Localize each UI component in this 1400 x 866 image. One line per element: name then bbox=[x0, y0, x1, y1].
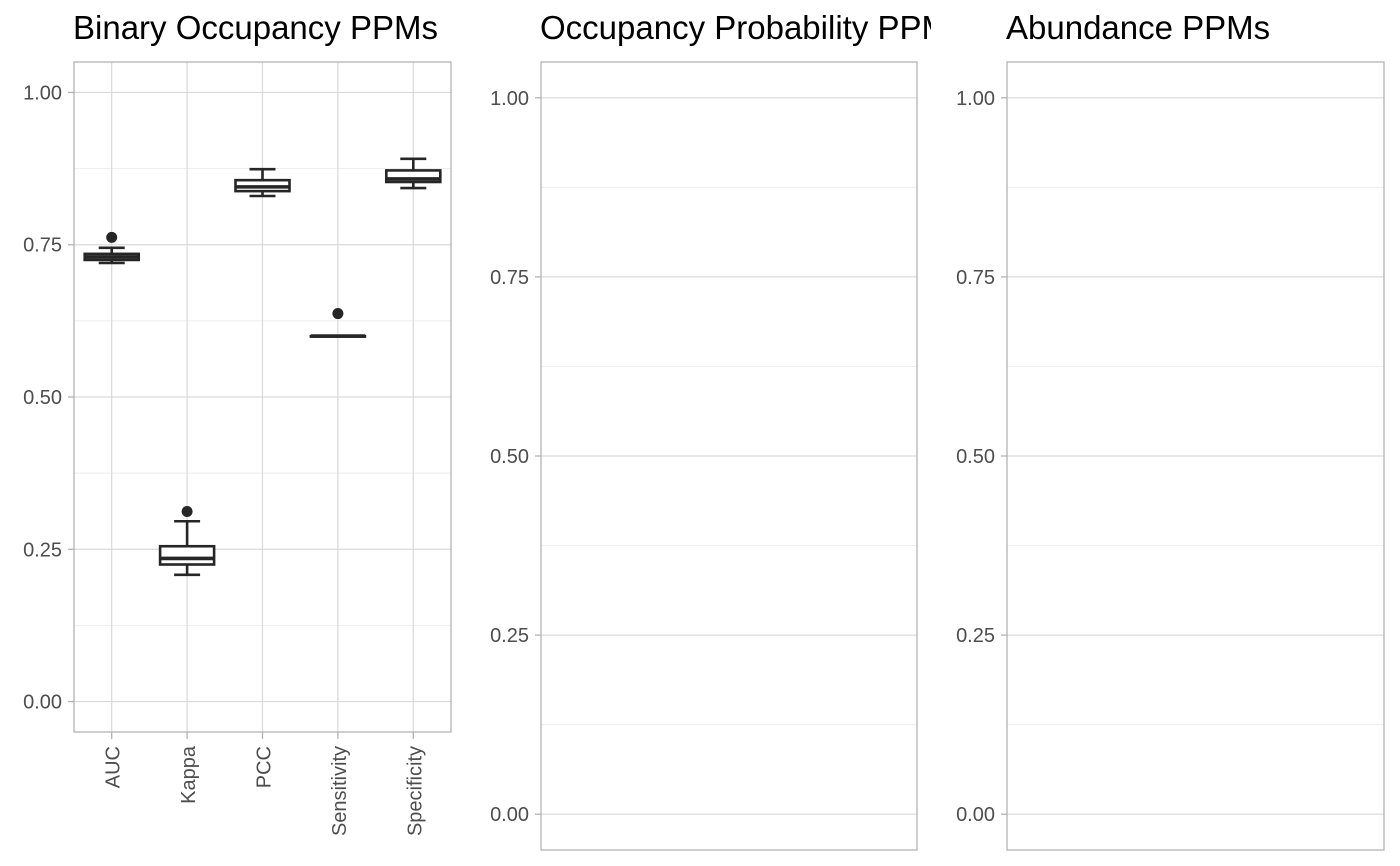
panel-title: Occupancy Probability PPMs bbox=[540, 9, 966, 46]
y-tick-label: 0.00 bbox=[490, 804, 529, 826]
box-sensitivity bbox=[309, 308, 367, 338]
box-body bbox=[158, 544, 216, 566]
outlier-point bbox=[332, 308, 344, 320]
box-specificity bbox=[384, 157, 442, 190]
outlier-point bbox=[181, 506, 193, 518]
y-tick-label: 0.50 bbox=[956, 446, 995, 468]
y-tick-label: 1.00 bbox=[490, 88, 529, 110]
y-tick-label: 0.75 bbox=[23, 235, 62, 257]
y-tick-label: 0.75 bbox=[956, 267, 995, 289]
y-axis: 0.00 0.25 0.50 0.75 1.00 bbox=[23, 82, 74, 714]
x-axis: AUC Kappa PCC Sensitivity Specificity bbox=[103, 732, 426, 836]
x-tick-label: Kappa bbox=[178, 745, 200, 804]
y-tick-label: 0.00 bbox=[956, 804, 995, 826]
y-tick-label: 0.25 bbox=[956, 625, 995, 647]
panel-binary-occupancy: Binary Occupancy PPMs 0.00 0.25 0.50 0.75 1.… bbox=[23, 9, 452, 836]
box-auc bbox=[83, 231, 140, 265]
y-tick-label: 0.75 bbox=[490, 267, 529, 289]
y-tick-label: 0.25 bbox=[490, 625, 529, 647]
panel-abundance: Abundance PPMs 0.00 0.25 0.50 0.75 1.00 bbox=[956, 9, 1385, 851]
grid bbox=[541, 97, 917, 815]
y-tick-label: 1.00 bbox=[23, 82, 62, 104]
y-tick-label: 0.00 bbox=[23, 692, 62, 714]
box-kappa bbox=[158, 506, 216, 577]
y-tick-label: 1.00 bbox=[956, 88, 995, 110]
y-tick-label: 0.50 bbox=[490, 446, 529, 468]
grid bbox=[74, 62, 451, 732]
x-tick-label: Specificity bbox=[404, 746, 426, 836]
y-tick-label: 0.50 bbox=[23, 387, 62, 409]
panel-occupancy-probability: Occupancy Probability PPMs 0.000.250.500… bbox=[490, 9, 966, 851]
box-pcc bbox=[234, 167, 291, 198]
outlier-point bbox=[106, 231, 118, 243]
grid bbox=[1007, 97, 1384, 815]
x-tick-label: PCC bbox=[254, 746, 276, 788]
box-marks bbox=[83, 157, 442, 577]
box-body bbox=[384, 169, 442, 184]
x-tick-label: Sensitivity bbox=[329, 746, 351, 836]
panel-title: Binary Occupancy PPMs bbox=[73, 9, 438, 46]
x-tick-label: AUC bbox=[103, 746, 125, 788]
y-tick-label: 0.25 bbox=[23, 539, 62, 561]
y-axis: 0.00 0.25 0.50 0.75 1.00 bbox=[490, 88, 541, 826]
y-axis: 0.00 0.25 0.50 0.75 1.00 bbox=[956, 88, 1007, 826]
panel-title: Abundance PPMs bbox=[1006, 9, 1270, 46]
